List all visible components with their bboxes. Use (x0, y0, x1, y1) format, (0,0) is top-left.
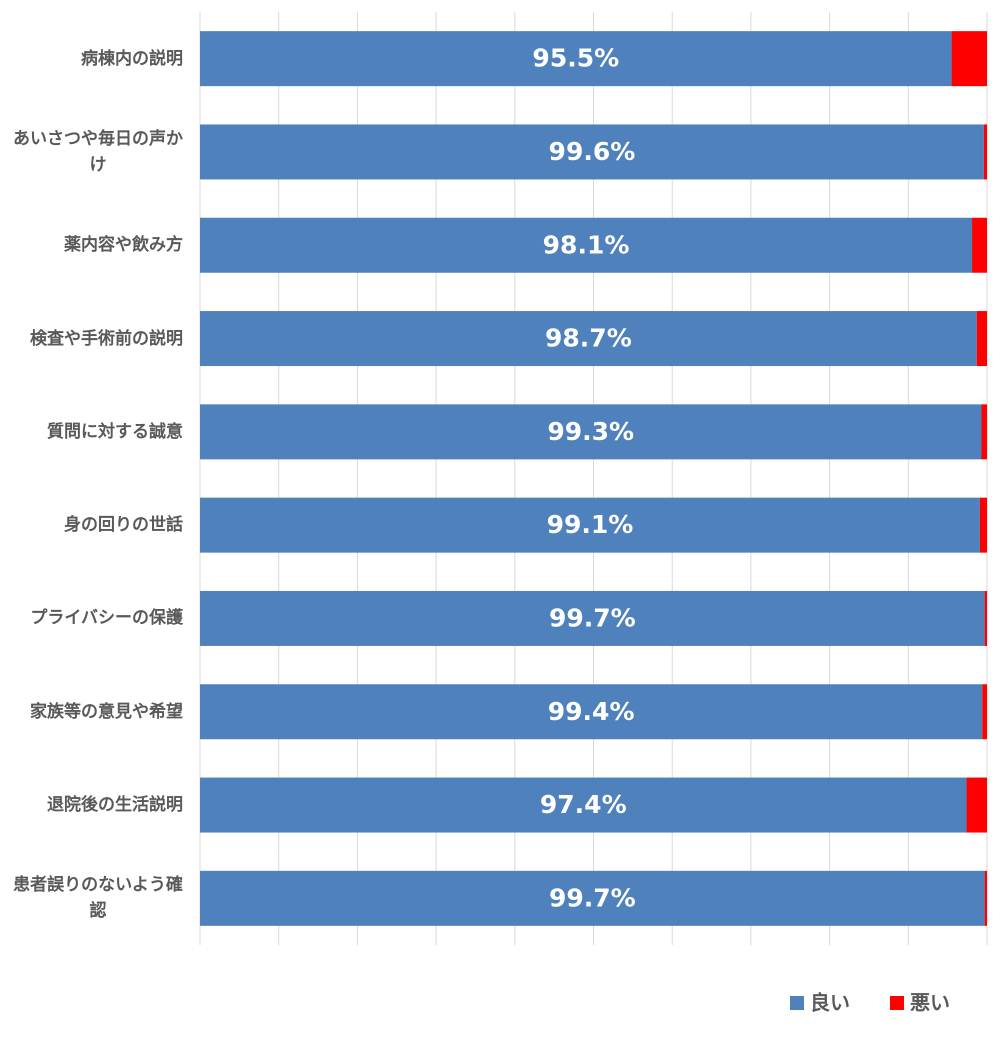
data-label: 99.1% (547, 510, 634, 539)
category-text: 患者誤りのないよう確認 (13, 875, 183, 922)
category-text: 検査や手術前の説明 (30, 328, 183, 349)
bar-segment (200, 217, 973, 273)
category-text: 質問に対する誠意 (47, 421, 183, 442)
y-tick-label: 検査や手術前の説明 (0, 326, 183, 352)
bar-segment (981, 404, 987, 460)
category-text: 薬内容や飲み方 (64, 235, 183, 256)
bar-segment (200, 777, 967, 833)
category-text: プライバシーの保護 (30, 608, 183, 629)
bar-segment (984, 590, 987, 646)
bar-segment (200, 31, 952, 87)
category-text: あいさつや毎日の声かけ (13, 128, 183, 175)
category-text: 病棟内の説明 (81, 48, 183, 69)
bar-segment (979, 497, 987, 553)
bar-segment (951, 31, 987, 87)
bar-segment (976, 311, 987, 367)
y-tick-label: 病棟内の説明 (0, 46, 183, 72)
bar-segment (200, 870, 985, 926)
data-label: 99.7% (549, 883, 636, 912)
bar-segment (200, 124, 984, 180)
y-tick-label: 質問に対する誠意 (0, 419, 183, 445)
bar-segment (983, 124, 987, 180)
data-label: 99.7% (549, 603, 636, 632)
legend-label: 良い (810, 991, 850, 1015)
data-label: 97.4% (540, 790, 627, 819)
bar-segment (200, 684, 983, 740)
category-text: 家族等の意見や希望 (30, 701, 183, 722)
legend-swatch (790, 996, 804, 1010)
y-tick-label: 退院後の生活説明 (0, 792, 183, 818)
y-tick-label: 家族等の意見や希望 (0, 699, 183, 725)
data-label: 99.4% (548, 697, 635, 726)
data-label: 95.5% (532, 44, 619, 73)
y-tick-label: プライバシーの保護 (0, 605, 183, 631)
y-tick-label: 身の回りの世話 (0, 512, 183, 538)
legend-label: 悪い (910, 991, 950, 1015)
data-label: 99.3% (547, 417, 634, 446)
bar-segment (984, 870, 987, 926)
bar-segment (200, 311, 977, 367)
y-tick-label: 患者誤りのないよう確認 (0, 872, 183, 924)
category-text: 退院後の生活説明 (47, 795, 183, 816)
y-tick-label: 薬内容や飲み方 (0, 232, 183, 258)
data-label: 98.7% (545, 324, 632, 353)
data-label: 99.6% (549, 137, 636, 166)
bar-segment (200, 497, 980, 553)
bar-segment (982, 684, 987, 740)
legend-swatch (890, 996, 904, 1010)
bar-segment (966, 777, 987, 833)
y-tick-label: あいさつや毎日の声かけ (0, 126, 183, 178)
category-text: 身の回りの世話 (64, 515, 183, 536)
bar-segment (200, 590, 985, 646)
bar-segment (972, 217, 987, 273)
data-label: 98.1% (543, 230, 630, 259)
bar-segment (200, 404, 982, 460)
